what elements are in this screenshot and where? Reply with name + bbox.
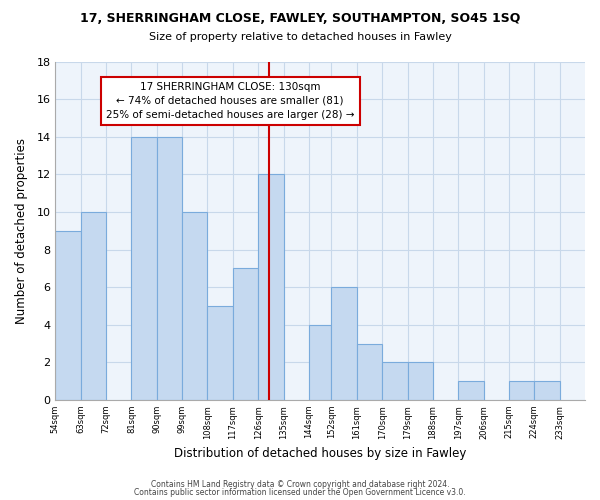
Bar: [357, 344, 382, 400]
Bar: [80, 212, 106, 400]
Text: 17, SHERRINGHAM CLOSE, FAWLEY, SOUTHAMPTON, SO45 1SQ: 17, SHERRINGHAM CLOSE, FAWLEY, SOUTHAMPT…: [80, 12, 520, 26]
Bar: [309, 324, 331, 400]
Bar: [534, 381, 560, 400]
Bar: [233, 268, 258, 400]
Text: Size of property relative to detached houses in Fawley: Size of property relative to detached ho…: [149, 32, 451, 42]
Bar: [509, 381, 534, 400]
Bar: [208, 306, 233, 400]
Text: 17 SHERRINGHAM CLOSE: 130sqm
← 74% of detached houses are smaller (81)
25% of se: 17 SHERRINGHAM CLOSE: 130sqm ← 74% of de…: [106, 82, 355, 120]
Bar: [182, 212, 208, 400]
Bar: [258, 174, 284, 400]
Bar: [407, 362, 433, 400]
Y-axis label: Number of detached properties: Number of detached properties: [15, 138, 28, 324]
X-axis label: Distribution of detached houses by size in Fawley: Distribution of detached houses by size …: [174, 447, 466, 460]
Bar: [458, 381, 484, 400]
Bar: [331, 287, 357, 400]
Bar: [55, 230, 80, 400]
Bar: [131, 136, 157, 400]
Bar: [157, 136, 182, 400]
Bar: [382, 362, 407, 400]
Text: Contains public sector information licensed under the Open Government Licence v3: Contains public sector information licen…: [134, 488, 466, 497]
Text: Contains HM Land Registry data © Crown copyright and database right 2024.: Contains HM Land Registry data © Crown c…: [151, 480, 449, 489]
